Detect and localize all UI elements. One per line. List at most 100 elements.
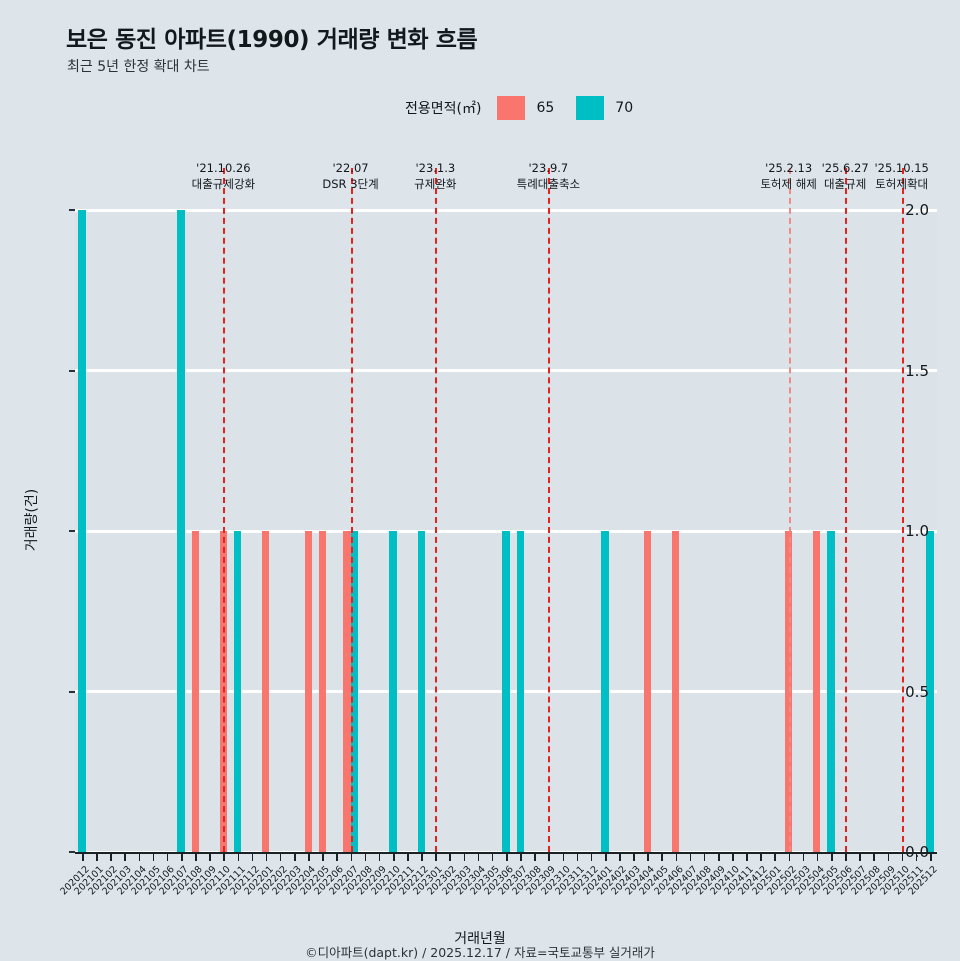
event-line xyxy=(548,168,552,852)
x-tick-mark xyxy=(604,852,607,861)
event-name: 대출규제 xyxy=(823,177,867,191)
x-tick-mark xyxy=(548,852,550,861)
y-tick-label: 1.5 xyxy=(905,361,929,380)
x-tick-mark xyxy=(845,852,847,861)
x-tick-mark xyxy=(534,852,536,861)
x-tick-mark xyxy=(223,852,225,861)
legend: 전용면적(㎡) 65 70 xyxy=(405,96,655,120)
event-line xyxy=(350,168,355,852)
event-name: 토허제 해제 xyxy=(760,177,817,191)
event-date: '21.10.26 xyxy=(196,161,251,175)
legend-title: 전용면적(㎡) xyxy=(405,101,482,117)
bar[interactable] xyxy=(643,531,651,852)
footer-note: ©디아파트(dapt.kr) / 2025.12.17 / 자료=국토교통부 실… xyxy=(305,945,655,960)
x-tick-mark xyxy=(732,852,734,861)
event-label: '25.10.15 토허제확대 xyxy=(874,160,928,193)
x-tick-mark xyxy=(562,852,565,861)
event-line xyxy=(435,168,439,852)
x-tick-mark xyxy=(506,852,508,861)
bar[interactable] xyxy=(516,531,524,852)
x-tick-mark xyxy=(520,852,522,861)
gridline xyxy=(75,208,937,212)
event-date: '25.2.13 xyxy=(765,161,813,175)
bar[interactable] xyxy=(350,531,358,852)
x-tick-mark xyxy=(703,852,706,861)
event-name: 토허제확대 xyxy=(875,177,929,191)
bar[interactable] xyxy=(389,531,397,852)
x-tick-mark xyxy=(96,852,98,861)
bar[interactable] xyxy=(601,531,609,852)
x-tick-mark xyxy=(915,852,918,861)
x-tick-mark xyxy=(717,852,720,861)
event-date: '22.07 xyxy=(332,161,369,175)
x-tick-mark xyxy=(816,852,819,861)
bar[interactable] xyxy=(233,531,242,852)
x-tick-mark xyxy=(491,852,494,861)
y-tick-mark xyxy=(69,209,75,211)
event-line xyxy=(788,168,793,852)
event-line xyxy=(901,168,906,852)
bar[interactable] xyxy=(318,531,326,852)
x-tick-mark xyxy=(350,852,353,861)
event-label: '25.2.13 토허제 해제 xyxy=(760,160,817,193)
x-tick-mark xyxy=(774,852,777,861)
plot-area: 0.00.51.01.52.0 거래량(건) xyxy=(24,168,937,861)
x-tick-mark xyxy=(929,852,932,861)
bar[interactable] xyxy=(417,531,425,852)
x-tick-mark xyxy=(746,852,748,861)
x-tick-mark xyxy=(647,852,649,861)
x-tick-mark xyxy=(689,852,692,861)
event-name: 대출규제강화 xyxy=(191,177,256,191)
x-tick-mark xyxy=(661,852,664,861)
x-tick-mark xyxy=(590,852,593,861)
bar[interactable] xyxy=(827,531,835,852)
y-tick-mark xyxy=(69,369,75,372)
legend-entry-65[interactable]: 65 xyxy=(497,96,554,120)
event-label: '23.1.3 규제완화 xyxy=(414,160,456,193)
x-tick-mark xyxy=(378,852,381,861)
bar[interactable] xyxy=(191,531,199,852)
legend-entry-70[interactable]: 70 xyxy=(576,96,633,120)
event-label: '22.07 DSR 3단계 xyxy=(322,160,378,193)
bar[interactable] xyxy=(262,531,270,852)
bar[interactable] xyxy=(671,531,680,852)
x-tick-mark xyxy=(675,852,678,861)
bar[interactable] xyxy=(304,531,312,852)
bar[interactable] xyxy=(177,210,185,852)
x-tick-mark xyxy=(421,852,423,861)
x-tick-mark xyxy=(209,852,211,861)
y-tick-label: 0.5 xyxy=(905,682,929,701)
page-subtitle: 최근 5년 한정 확대 차트 xyxy=(67,59,210,75)
x-tick-mark xyxy=(251,852,254,861)
x-tick-mark xyxy=(802,852,805,861)
x-tick-mark xyxy=(294,852,296,861)
bar[interactable] xyxy=(926,531,934,852)
event-date: '23.9.7 xyxy=(528,161,569,175)
event-name: 특례대출축소 xyxy=(516,177,581,191)
x-tick-mark xyxy=(265,852,268,861)
x-tick-mark xyxy=(633,852,635,861)
x-tick-mark xyxy=(152,852,155,861)
bar[interactable] xyxy=(78,210,86,852)
x-tick-mark xyxy=(760,852,762,861)
event-name: 규제완화 xyxy=(414,177,457,191)
legend-swatch-65 xyxy=(497,96,526,120)
event-date: '25.10.15 xyxy=(874,161,929,175)
bar[interactable] xyxy=(343,531,351,852)
x-tick-mark xyxy=(308,852,310,861)
event-date: '25.6.27 xyxy=(821,161,869,175)
event-date: '23.1.3 xyxy=(415,161,456,175)
x-tick-mark xyxy=(237,852,240,861)
y-tick-label: 1.0 xyxy=(905,522,929,540)
x-tick-mark xyxy=(859,852,861,861)
event-line xyxy=(845,168,849,852)
x-tick-mark xyxy=(180,852,183,861)
y-tick-mark xyxy=(69,851,75,853)
bar[interactable] xyxy=(219,531,227,852)
x-tick-mark xyxy=(166,852,169,861)
x-tick-mark xyxy=(138,852,141,861)
bar[interactable] xyxy=(813,531,821,852)
bar[interactable] xyxy=(502,531,510,852)
x-tick-mark xyxy=(901,852,904,861)
